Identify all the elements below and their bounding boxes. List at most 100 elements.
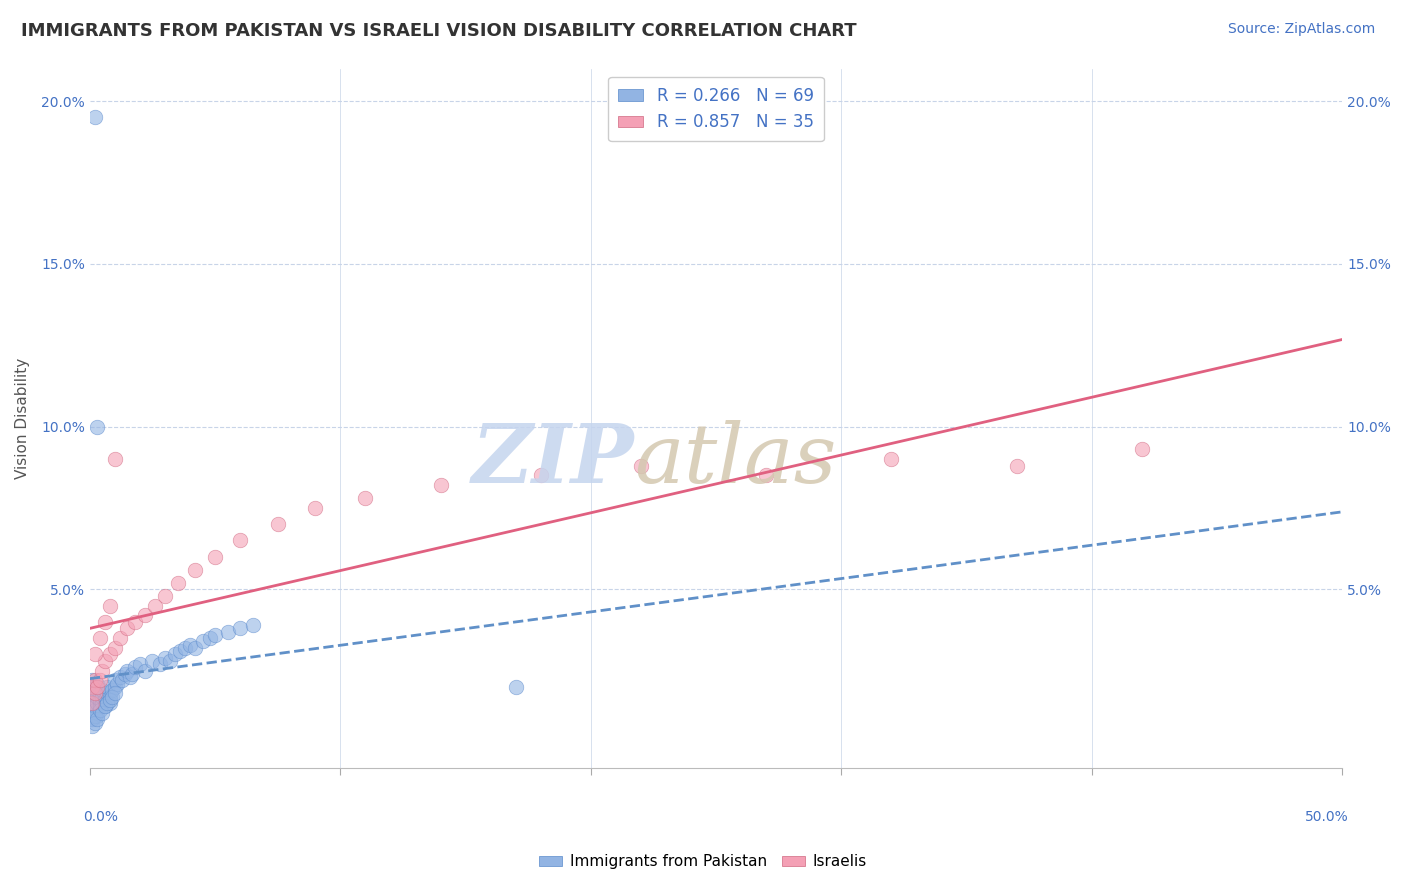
Point bbox=[104, 673, 127, 688]
Text: 0.0%: 0.0% bbox=[83, 810, 118, 824]
Point bbox=[114, 666, 136, 681]
Point bbox=[83, 699, 105, 714]
Point bbox=[82, 706, 104, 720]
Point bbox=[229, 533, 252, 548]
Point bbox=[82, 680, 104, 694]
Point bbox=[98, 690, 121, 704]
Point bbox=[169, 644, 191, 658]
Point bbox=[82, 696, 104, 710]
Point bbox=[229, 621, 252, 635]
Point bbox=[124, 660, 146, 674]
Point bbox=[163, 648, 186, 662]
Point bbox=[530, 468, 553, 483]
Point bbox=[429, 478, 451, 492]
Point bbox=[117, 664, 139, 678]
Point bbox=[89, 673, 111, 688]
Point bbox=[89, 686, 111, 700]
Point bbox=[242, 618, 264, 632]
Point bbox=[143, 599, 166, 613]
Point bbox=[83, 686, 105, 700]
Point bbox=[82, 673, 104, 688]
Point bbox=[96, 686, 118, 700]
Text: atlas: atlas bbox=[634, 420, 837, 500]
Point bbox=[91, 690, 114, 704]
Point bbox=[174, 640, 197, 655]
Point bbox=[82, 686, 104, 700]
Point bbox=[91, 706, 114, 720]
Point bbox=[204, 549, 226, 564]
Point bbox=[179, 638, 201, 652]
Point bbox=[83, 693, 105, 707]
Point bbox=[191, 634, 214, 648]
Point bbox=[149, 657, 172, 672]
Point bbox=[96, 696, 118, 710]
Text: Source: ZipAtlas.com: Source: ZipAtlas.com bbox=[1227, 22, 1375, 37]
Point bbox=[104, 640, 127, 655]
Point bbox=[83, 703, 105, 717]
Point bbox=[96, 680, 118, 694]
Point bbox=[86, 696, 108, 710]
Point bbox=[83, 111, 105, 125]
Point bbox=[83, 680, 105, 694]
Text: ZIP: ZIP bbox=[472, 420, 634, 500]
Point bbox=[83, 715, 105, 730]
Point bbox=[101, 683, 124, 698]
Point bbox=[94, 693, 117, 707]
Point bbox=[121, 666, 143, 681]
Point bbox=[129, 657, 152, 672]
Point bbox=[86, 709, 108, 723]
Point bbox=[89, 693, 111, 707]
Point bbox=[184, 640, 207, 655]
Point bbox=[630, 458, 652, 473]
Point bbox=[104, 680, 127, 694]
Point bbox=[98, 693, 121, 707]
Point bbox=[94, 654, 117, 668]
Point bbox=[86, 683, 108, 698]
Legend: Immigrants from Pakistan, Israelis: Immigrants from Pakistan, Israelis bbox=[533, 848, 873, 875]
Point bbox=[82, 713, 104, 727]
Point bbox=[134, 664, 156, 678]
Point bbox=[86, 713, 108, 727]
Point bbox=[91, 664, 114, 678]
Point bbox=[94, 699, 117, 714]
Point bbox=[153, 589, 176, 603]
Point bbox=[89, 631, 111, 645]
Point bbox=[117, 621, 139, 635]
Point bbox=[98, 696, 121, 710]
Point bbox=[82, 713, 104, 727]
Point bbox=[1130, 442, 1153, 457]
Point bbox=[98, 648, 121, 662]
Text: IMMIGRANTS FROM PAKISTAN VS ISRAELI VISION DISABILITY CORRELATION CHART: IMMIGRANTS FROM PAKISTAN VS ISRAELI VISI… bbox=[21, 22, 856, 40]
Point bbox=[505, 680, 527, 694]
Point bbox=[86, 676, 108, 690]
Point bbox=[94, 615, 117, 629]
Point bbox=[86, 690, 108, 704]
Point bbox=[134, 608, 156, 623]
Point bbox=[94, 699, 117, 714]
Y-axis label: Vision Disability: Vision Disability bbox=[15, 358, 30, 479]
Point bbox=[880, 452, 903, 467]
Point bbox=[354, 491, 377, 505]
Point bbox=[91, 683, 114, 698]
Point bbox=[166, 575, 188, 590]
Point bbox=[105, 676, 128, 690]
Point bbox=[83, 686, 105, 700]
Point bbox=[141, 654, 163, 668]
Point bbox=[98, 599, 121, 613]
Text: 50.0%: 50.0% bbox=[1305, 810, 1348, 824]
Point bbox=[91, 696, 114, 710]
Point bbox=[124, 615, 146, 629]
Point bbox=[104, 686, 127, 700]
Point bbox=[82, 719, 104, 733]
Point bbox=[101, 690, 124, 704]
Point bbox=[83, 673, 105, 688]
Point bbox=[198, 631, 221, 645]
Point bbox=[86, 419, 108, 434]
Point bbox=[89, 703, 111, 717]
Point bbox=[204, 628, 226, 642]
Point bbox=[755, 468, 778, 483]
Point bbox=[108, 670, 131, 684]
Point bbox=[153, 650, 176, 665]
Point bbox=[108, 631, 131, 645]
Point bbox=[304, 500, 326, 515]
